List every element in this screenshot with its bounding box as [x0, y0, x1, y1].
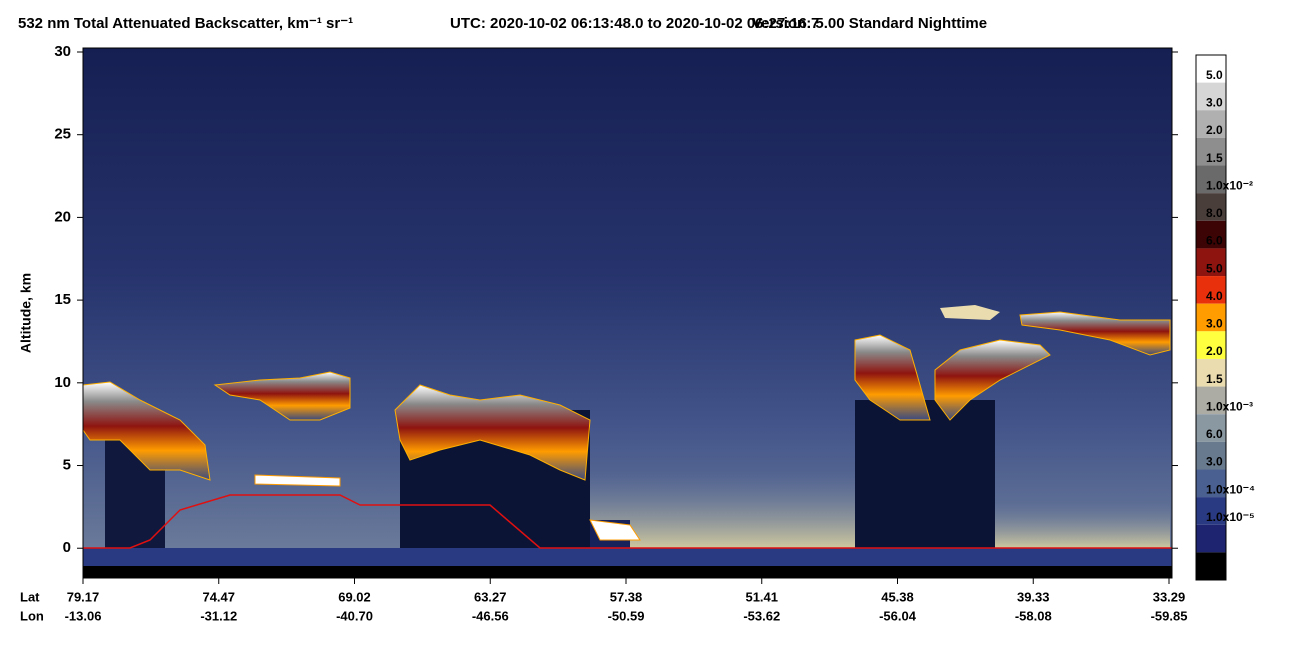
colorbar-swatch [1196, 220, 1226, 249]
lon-tick-label: -50.59 [608, 608, 645, 623]
version: Version: 5.00 Standard Nighttime [752, 15, 987, 32]
colorbar-swatch [1196, 303, 1226, 332]
lat-tick-label: 57.38 [610, 589, 643, 604]
colorbar-swatch [1196, 552, 1226, 580]
colorbar-label: 1.0x10⁻² [1206, 178, 1253, 192]
colorbar-swatch [1196, 386, 1226, 415]
lat-tick-label: 63.27 [474, 589, 507, 604]
lat-tick-label: 33.29 [1153, 589, 1186, 604]
colorbar-label: 1.0x10⁻⁵ [1206, 510, 1255, 524]
y-tick-label: 10 [54, 374, 71, 391]
colorbar-swatch [1196, 110, 1226, 138]
colorbar-label: 3.0 [1206, 317, 1223, 331]
colorbar-label: 3.0 [1206, 455, 1223, 469]
lon-tick-label: -58.08 [1015, 608, 1052, 623]
colorbar-label: 2.0 [1206, 123, 1223, 137]
lon-tick-label: -53.62 [743, 608, 780, 623]
colorbar-swatch [1196, 524, 1226, 553]
colorbar-swatch [1196, 248, 1226, 277]
colorbar-label: 8.0 [1206, 206, 1223, 220]
lat-tick-label: 79.17 [67, 589, 100, 604]
colorbar-swatch [1196, 165, 1226, 194]
colorbar-swatch [1196, 55, 1226, 83]
colorbar-swatch [1196, 497, 1226, 525]
y-tick-label: 25 [54, 126, 71, 143]
y-tick-label: 0 [63, 539, 71, 556]
lat-tick-label: 39.33 [1017, 589, 1050, 604]
lon-tick-label: -31.12 [200, 608, 237, 623]
colorbar-swatch [1196, 193, 1226, 221]
colorbar-label: 4.0 [1206, 289, 1223, 303]
lon-tick-label: -40.70 [336, 608, 373, 623]
lat-tick-label: 74.47 [202, 589, 235, 604]
lat-tick-label: 45.38 [881, 589, 914, 604]
colorbar-label: 1.0x10⁻³ [1206, 399, 1253, 413]
lon-tick-label: -46.56 [472, 608, 509, 623]
colorbar-label: 1.5 [1206, 372, 1223, 386]
plot-image [82, 47, 1173, 579]
colorbar-label: 3.0 [1206, 96, 1223, 110]
colorbar-label: 5.0 [1206, 261, 1223, 275]
colorbar-swatch [1196, 137, 1226, 166]
colorbar-label: 6.0 [1206, 427, 1223, 441]
y-tick-label: 30 [54, 43, 71, 60]
chart-title: 532 nm Total Attenuated Backscatter, km⁻… [18, 15, 353, 32]
colorbar-frame [1195, 54, 1227, 581]
y-tick-label: 5 [63, 456, 71, 473]
lon-tick-label: -59.85 [1151, 608, 1188, 623]
lon-tick-label: -56.04 [879, 608, 917, 623]
y-tick-label: 20 [54, 208, 71, 225]
colorbar-label: 1.0x10⁻⁴ [1206, 482, 1255, 496]
colorbar-swatch [1196, 358, 1226, 387]
colorbar-swatch [1196, 331, 1226, 359]
lat-tick-label: 51.41 [745, 589, 778, 604]
colorbar-swatch [1196, 82, 1226, 111]
colorbar-swatch [1196, 441, 1226, 470]
colorbar-label: 6.0 [1206, 234, 1223, 248]
colorbar-swatch [1196, 414, 1226, 442]
subtitle: UTC: 2020-10-02 06:13:48.0 to 2020-10-02… [450, 15, 819, 32]
lat-label: Lat [20, 589, 40, 604]
lat-tick-label: 69.02 [338, 589, 371, 604]
colorbar-swatch [1196, 469, 1226, 498]
colorbar-swatch [1196, 276, 1226, 304]
colorbar-label: 2.0 [1206, 344, 1223, 358]
colorbar-label: 1.5 [1206, 151, 1223, 165]
lon-label: Lon [20, 608, 44, 623]
lon-tick-label: -13.06 [65, 608, 102, 623]
y-axis-label: Altitude, km [18, 273, 34, 353]
y-tick-label: 15 [54, 291, 71, 308]
colorbar-label: 5.0 [1206, 68, 1223, 82]
